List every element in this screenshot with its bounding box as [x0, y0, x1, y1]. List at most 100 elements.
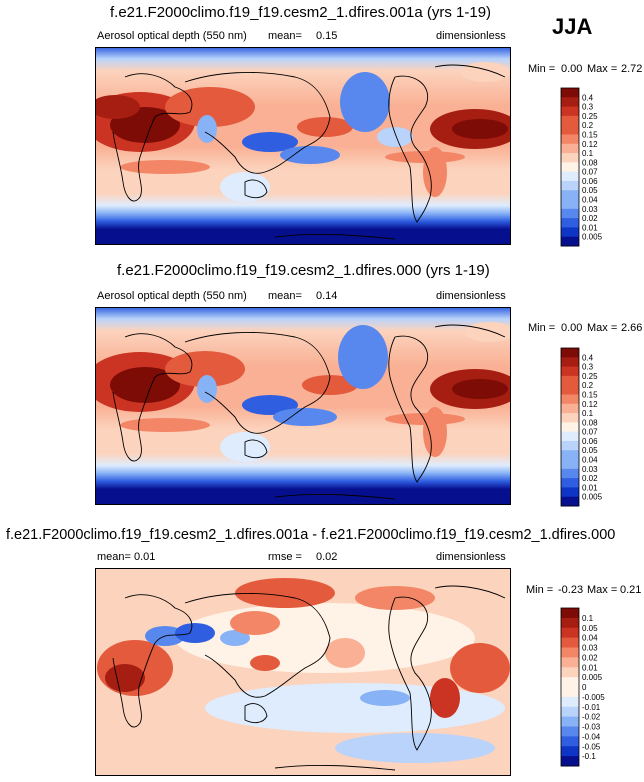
colorbar-swatch [561, 218, 579, 228]
panel1-max-label: Max = [587, 63, 618, 75]
colorbar-tick-label: 0.4 [582, 93, 594, 102]
colorbar-swatch [561, 637, 579, 648]
panel2-title: f.e21.F2000climo.f19_f19.cesm2_1.dfires.… [117, 262, 490, 279]
colorbar-swatch [561, 422, 579, 433]
colorbar-tick-label: 0.25 [582, 372, 598, 381]
colorbar-swatch [561, 97, 579, 108]
panel1-field-features [95, 62, 511, 202]
colorbar-swatch [561, 171, 579, 182]
colorbar-tick-label: 0.15 [582, 390, 598, 399]
colorbar-swatch [561, 115, 579, 126]
colorbar-swatch [561, 348, 579, 358]
colorbar-tick-label: 0.12 [582, 140, 598, 149]
panel3-min-value: -0.23 [558, 584, 584, 596]
panel3-rmse-label: rmse = [268, 551, 302, 563]
colorbar-tick-label: 0.05 [582, 624, 598, 633]
colorbar-swatch [561, 657, 579, 668]
colorbar-tick-label: 0.2 [582, 381, 594, 390]
colorbar-swatch [561, 440, 579, 451]
colorbar-tick-label: 0.1 [582, 409, 594, 418]
colorbar-tick-label: 0.2 [582, 121, 594, 130]
colorbar-swatch [561, 617, 579, 629]
panel3-colorbar: 0.10.050.040.030.020.010.0050-0.005-0.01… [560, 607, 605, 767]
colorbar-swatch [561, 687, 579, 698]
colorbar-swatch [561, 199, 579, 210]
colorbar-swatch [561, 394, 579, 405]
colorbar-swatch [561, 385, 579, 395]
panel3-mean-label: mean= [97, 551, 131, 563]
colorbar-swatch [561, 134, 579, 145]
colorbar-tick-label: -0.04 [582, 732, 601, 741]
colorbar-tick-label: 0.02 [582, 214, 598, 223]
panel2-units: dimensionless [436, 290, 506, 302]
panel2-map [95, 307, 511, 505]
colorbar-tick-label: 0.03 [582, 644, 598, 653]
colorbar-tick-label: 0.05 [582, 446, 598, 455]
panel1-title: f.e21.F2000climo.f19_f19.cesm2_1.dfires.… [110, 4, 492, 21]
panel1-mean-value: 0.15 [316, 30, 338, 42]
panel1-colorbar: 0.40.30.250.20.150.120.10.080.070.060.05… [560, 87, 603, 247]
panel1-map [95, 47, 511, 245]
colorbar-swatch [561, 608, 579, 619]
colorbar-tick-label: 0.07 [582, 168, 598, 177]
colorbar-swatch [561, 667, 579, 678]
colorbar-tick-label: 0.03 [582, 465, 598, 474]
panel3-map [95, 568, 511, 776]
colorbar-swatch [561, 459, 579, 470]
colorbar-swatch [561, 706, 579, 718]
season-label: JJA [552, 14, 593, 39]
colorbar-tick-label: 0.1 [582, 149, 594, 158]
colorbar-frame [560, 347, 580, 507]
colorbar-tick-label: -0.01 [582, 703, 601, 712]
colorbar-swatch [561, 746, 579, 757]
colorbar-swatch [561, 208, 579, 219]
panel1-coastlines [112, 64, 506, 240]
colorbar-swatch [561, 143, 579, 154]
panel3-min-label: Min = [526, 584, 554, 596]
colorbar-tick-label: -0.1 [582, 752, 596, 761]
colorbar-tick-label: 0.07 [582, 428, 598, 437]
colorbar-tick-label: -0.03 [582, 723, 601, 732]
colorbar-tick-label: -0.02 [582, 713, 601, 722]
panel2-variable: Aerosol optical depth (550 nm) [97, 290, 247, 302]
colorbar-swatch [561, 125, 579, 135]
colorbar-tick-label: 0.04 [582, 196, 598, 205]
colorbar-swatch [561, 366, 579, 377]
colorbar-frame [560, 607, 580, 767]
colorbar-tick-label: 0.08 [582, 418, 598, 427]
colorbar-tick-label: -0.05 [582, 742, 601, 751]
colorbar-swatch [561, 236, 579, 247]
panel2-field-features [95, 322, 511, 462]
colorbar-tick-label: 0.15 [582, 130, 598, 139]
colorbar-swatch [561, 190, 579, 201]
panel1-min-label: Min = [528, 63, 556, 75]
panel2-max-value: 2.66 [621, 322, 643, 334]
colorbar-swatch [561, 696, 579, 708]
colorbar-swatch [561, 180, 579, 191]
colorbar-swatch [561, 756, 579, 767]
panel3-units: dimensionless [436, 551, 506, 563]
colorbar-tick-label: 0.02 [582, 653, 598, 662]
colorbar-swatch [561, 726, 579, 737]
colorbar-tick-label: 0.06 [582, 437, 598, 446]
colorbar-tick-label: 0 [582, 683, 587, 692]
colorbar-swatch [561, 736, 579, 747]
panel1-variable: Aerosol optical depth (550 nm) [97, 30, 247, 42]
panel3-max-value: 0.21 [620, 584, 642, 596]
panel2-coastlines [112, 324, 506, 500]
colorbar-swatch [561, 153, 579, 163]
colorbar-tick-label: 0.04 [582, 456, 598, 465]
panel2-min-value: 0.00 [561, 322, 583, 334]
panel2-max-label: Max = [587, 322, 618, 334]
panel1-units: dimensionless [436, 30, 506, 42]
panel3-max-label: Max = [587, 584, 618, 596]
colorbar-swatch [561, 647, 579, 658]
colorbar-swatch [561, 450, 579, 461]
panel3-coastlines [112, 585, 506, 771]
colorbar-swatch [561, 227, 579, 238]
colorbar-tick-label: 0.01 [582, 223, 598, 232]
colorbar-tick-label: 0.01 [582, 483, 598, 492]
panel3-title: f.e21.F2000climo.f19_f19.cesm2_1.dfires.… [6, 527, 616, 543]
colorbar-swatch [561, 88, 579, 98]
colorbar-tick-label: 0.05 [582, 186, 598, 195]
